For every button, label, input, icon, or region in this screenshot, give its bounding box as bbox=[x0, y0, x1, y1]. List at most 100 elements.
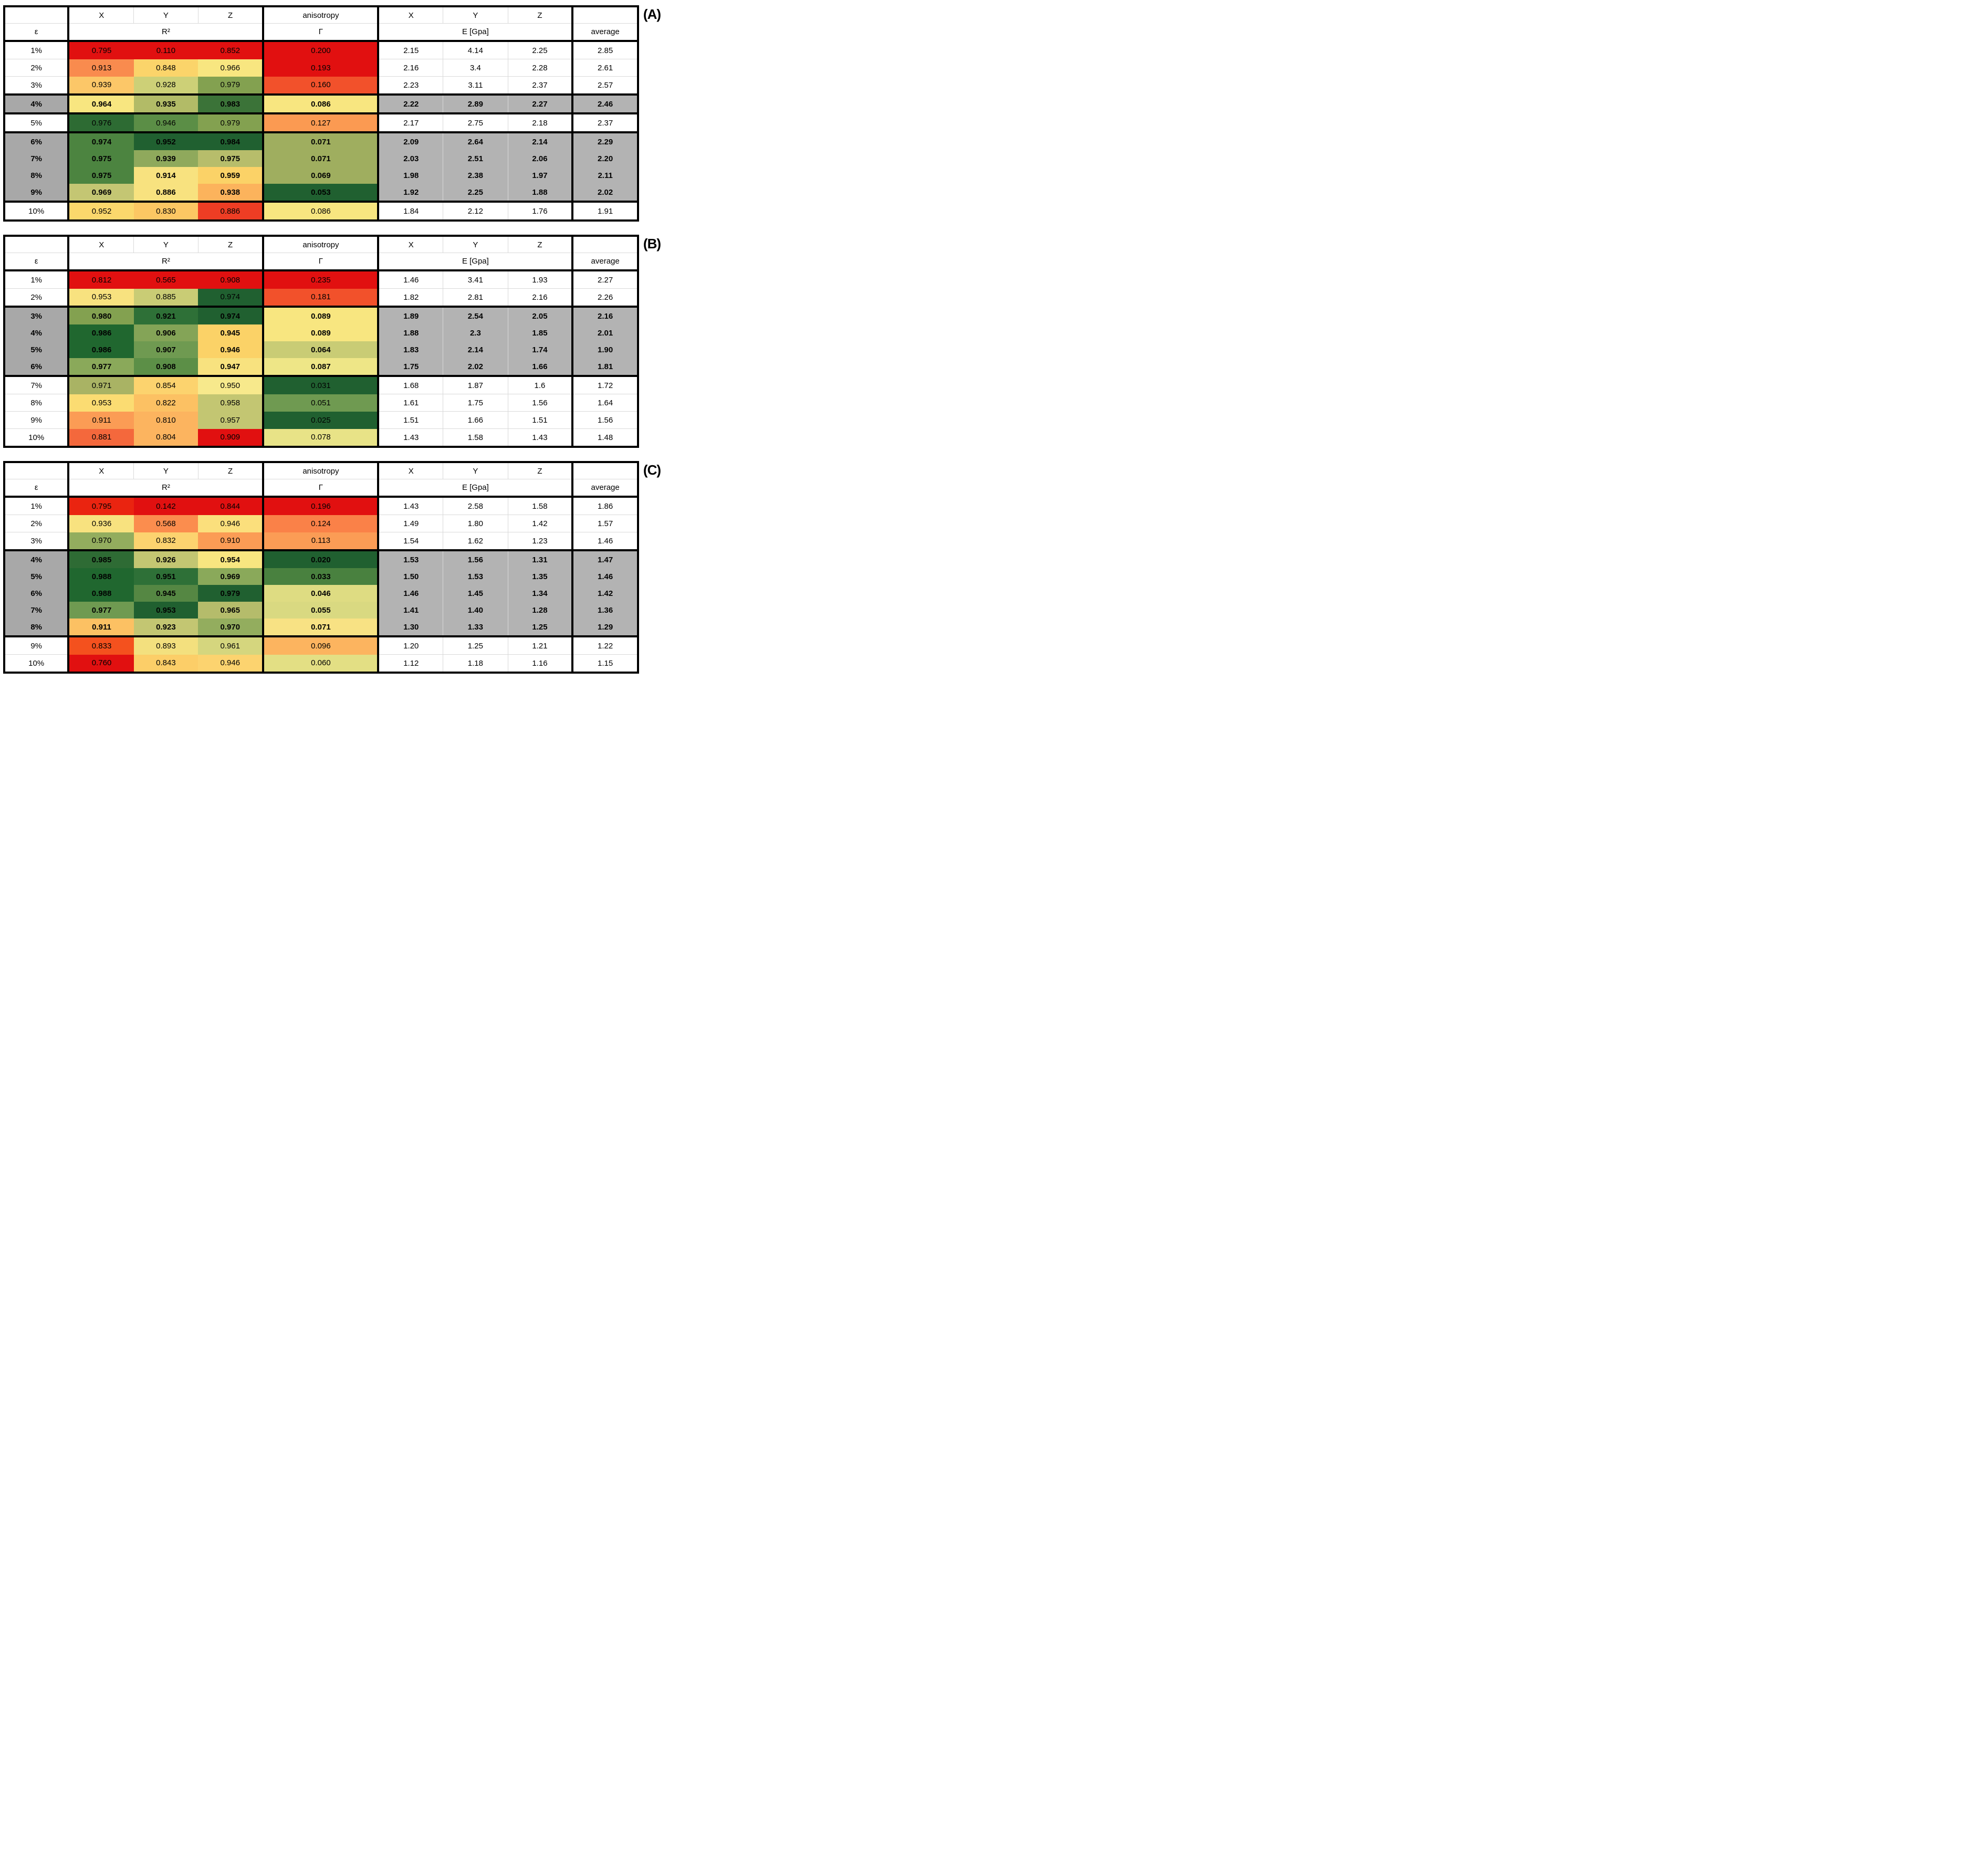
avg-cell: 1.36 bbox=[572, 602, 638, 619]
header-row-axes: X Y Z anisotropy X Y Z bbox=[4, 236, 638, 253]
e-z-cell: 1.35 bbox=[508, 568, 574, 585]
eps-cell: 1% bbox=[4, 270, 70, 289]
e-z-cell: 2.05 bbox=[508, 306, 574, 324]
col-header-r2-z: Z bbox=[198, 6, 265, 24]
table-row: 2% 0.913 0.848 0.966 0.193 2.16 3.4 2.28 2.61 bbox=[4, 59, 638, 77]
e-z-cell: 1.34 bbox=[508, 585, 574, 602]
r2-y-cell: 0.921 bbox=[133, 306, 198, 324]
r2-z-cell: 0.954 bbox=[198, 549, 265, 568]
table-b-block: X Y Z anisotropy X Y Z ε R² Γ E [Gpa] av… bbox=[3, 235, 661, 448]
avg-cell: 2.16 bbox=[572, 306, 638, 324]
e-y-cell: 2.02 bbox=[443, 358, 508, 376]
corner-cell bbox=[4, 6, 70, 24]
e-y-cell: 2.38 bbox=[443, 167, 508, 184]
e-z-cell: 2.16 bbox=[508, 288, 574, 307]
eps-cell: 6% bbox=[4, 585, 70, 602]
avg-cell: 1.91 bbox=[572, 201, 638, 221]
table-row: 5% 0.986 0.907 0.946 0.064 1.83 2.14 1.74 1.90 bbox=[4, 341, 638, 358]
e-z-cell: 1.76 bbox=[508, 201, 574, 221]
table-row: 5% 0.988 0.951 0.969 0.033 1.50 1.53 1.35 1.46 bbox=[4, 568, 638, 585]
r2-y-cell: 0.946 bbox=[133, 112, 198, 132]
epsilon-header: ε bbox=[4, 479, 70, 498]
r2-x-cell: 0.988 bbox=[68, 568, 134, 585]
table-row: 4% 0.964 0.935 0.983 0.086 2.22 2.89 2.27 2.46 bbox=[4, 93, 638, 113]
r2-y-cell: 0.914 bbox=[133, 167, 198, 184]
avg-cell: 1.90 bbox=[572, 341, 638, 358]
e-z-cell: 1.88 bbox=[508, 184, 574, 202]
gamma-cell: 0.060 bbox=[263, 654, 380, 673]
table-row: 7% 0.977 0.953 0.965 0.055 1.41 1.40 1.28 1.36 bbox=[4, 602, 638, 619]
r2-x-cell: 0.953 bbox=[68, 288, 134, 307]
e-x-cell: 2.15 bbox=[378, 41, 444, 59]
e-x-cell: 1.75 bbox=[378, 358, 444, 376]
eps-cell: 3% bbox=[4, 76, 70, 95]
avg-cell: 2.27 bbox=[572, 270, 638, 289]
avg-cell: 2.61 bbox=[572, 59, 638, 77]
table-row: 9% 0.911 0.810 0.957 0.025 1.51 1.66 1.51 1.56 bbox=[4, 411, 638, 429]
e-y-cell: 2.14 bbox=[443, 341, 508, 358]
gamma-header: Γ bbox=[263, 479, 380, 498]
avg-cell: 2.01 bbox=[572, 324, 638, 341]
epsilon-header: ε bbox=[4, 23, 70, 42]
r2-z-cell: 0.950 bbox=[198, 375, 265, 394]
eps-cell: 7% bbox=[4, 602, 70, 619]
r2-z-cell: 0.969 bbox=[198, 568, 265, 585]
corner-cell bbox=[572, 6, 638, 24]
e-y-cell: 1.56 bbox=[443, 549, 508, 568]
e-y-cell: 1.58 bbox=[443, 428, 508, 447]
r2-y-cell: 0.893 bbox=[133, 635, 198, 655]
e-z-cell: 1.6 bbox=[508, 375, 574, 394]
table-row: 10% 0.881 0.804 0.909 0.078 1.43 1.58 1.43 1.48 bbox=[4, 428, 638, 447]
e-y-cell: 1.18 bbox=[443, 654, 508, 673]
gamma-header: Γ bbox=[263, 253, 380, 271]
r2-y-cell: 0.854 bbox=[133, 375, 198, 394]
header-row-axes: X Y Z anisotropy X Y Z bbox=[4, 462, 638, 479]
gamma-cell: 0.200 bbox=[263, 41, 380, 59]
r2-y-cell: 0.907 bbox=[133, 341, 198, 358]
e-x-cell: 1.51 bbox=[378, 411, 444, 429]
eps-cell: 2% bbox=[4, 288, 70, 307]
r2-y-cell: 0.908 bbox=[133, 358, 198, 376]
eps-cell: 6% bbox=[4, 131, 70, 150]
e-x-cell: 1.43 bbox=[378, 497, 444, 515]
r2-z-cell: 0.965 bbox=[198, 602, 265, 619]
r2-x-cell: 0.812 bbox=[68, 270, 134, 289]
r2-z-cell: 0.974 bbox=[198, 288, 265, 307]
epsilon-header: ε bbox=[4, 253, 70, 271]
e-y-cell: 2.3 bbox=[443, 324, 508, 341]
r2-x-cell: 0.969 bbox=[68, 184, 134, 202]
gamma-cell: 0.086 bbox=[263, 93, 380, 113]
e-x-cell: 1.12 bbox=[378, 654, 444, 673]
avg-cell: 1.48 bbox=[572, 428, 638, 447]
e-z-cell: 1.93 bbox=[508, 270, 574, 289]
table-row: 7% 0.971 0.854 0.950 0.031 1.68 1.87 1.6 1.72 bbox=[4, 375, 638, 394]
gamma-cell: 0.127 bbox=[263, 112, 380, 132]
gamma-cell: 0.046 bbox=[263, 585, 380, 602]
r2-y-cell: 0.935 bbox=[133, 93, 198, 113]
r2-x-cell: 0.911 bbox=[68, 619, 134, 636]
col-header-r2-y: Y bbox=[133, 6, 198, 24]
corner-cell bbox=[572, 236, 638, 253]
avg-cell: 2.46 bbox=[572, 93, 638, 113]
e-x-cell: 2.03 bbox=[378, 150, 444, 167]
table-row: 9% 0.833 0.893 0.961 0.096 1.20 1.25 1.21 1.22 bbox=[4, 635, 638, 655]
e-z-cell: 1.56 bbox=[508, 394, 574, 412]
gamma-cell: 0.089 bbox=[263, 306, 380, 324]
gamma-cell: 0.086 bbox=[263, 201, 380, 221]
e-x-cell: 1.49 bbox=[378, 515, 444, 532]
gamma-cell: 0.031 bbox=[263, 375, 380, 394]
r2-z-cell: 0.957 bbox=[198, 411, 265, 429]
gamma-cell: 0.025 bbox=[263, 411, 380, 429]
e-z-cell: 1.23 bbox=[508, 532, 574, 550]
e-z-cell: 2.18 bbox=[508, 112, 574, 132]
col-header-e-z: Z bbox=[508, 6, 574, 24]
gamma-cell: 0.087 bbox=[263, 358, 380, 376]
eps-cell: 4% bbox=[4, 549, 70, 568]
avg-cell: 1.42 bbox=[572, 585, 638, 602]
r2-y-cell: 0.939 bbox=[133, 150, 198, 167]
panel-label-c: (C) bbox=[643, 462, 661, 478]
r2-z-cell: 0.946 bbox=[198, 654, 265, 673]
header-row-axes: X Y Z anisotropy X Y Z bbox=[4, 6, 638, 24]
eps-cell: 10% bbox=[4, 201, 70, 221]
r2-x-cell: 0.952 bbox=[68, 201, 134, 221]
